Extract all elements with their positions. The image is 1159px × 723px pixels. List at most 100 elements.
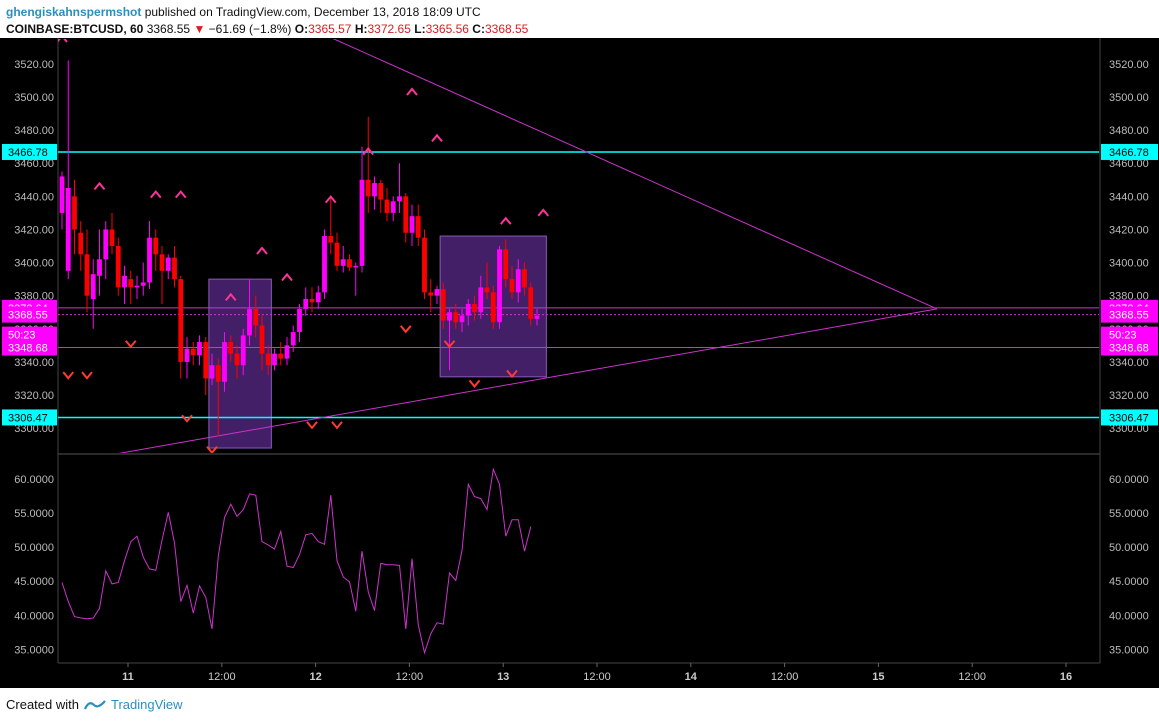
candle-body [428, 292, 434, 296]
candle-body [365, 179, 371, 197]
y-tick-label-left: 3340.00 [14, 357, 54, 369]
candle-body [490, 292, 496, 323]
up-marker [499, 216, 512, 225]
price-label-right-bg [1101, 143, 1158, 160]
candle-body [315, 292, 321, 303]
high-label: H: [354, 22, 368, 36]
candle-body [515, 269, 521, 293]
candle-body [140, 282, 146, 286]
y-tick-label-left: 3500.00 [14, 92, 54, 104]
up-marker [406, 87, 418, 96]
candle-body [334, 242, 340, 266]
candle-body [472, 303, 477, 313]
down-marker [206, 446, 218, 453]
candle-body [103, 229, 109, 260]
price-label-left: 3306.47 [8, 412, 48, 424]
y-tick-label-right: 3480.00 [1109, 125, 1149, 137]
candle-body [197, 342, 202, 356]
candle-body [172, 257, 177, 280]
x-tick-label: 11 [122, 671, 134, 683]
rsi-tick-label-right: 55.0000 [1109, 508, 1149, 520]
candle-body [528, 287, 534, 319]
y-tick-label-right: 3520.00 [1109, 59, 1149, 71]
rsi-tick-label-left: 60.0000 [14, 474, 54, 486]
y-tick-label-right: 3300.00 [1109, 423, 1149, 435]
y-tick-label-right: 3460.00 [1109, 158, 1149, 170]
y-tick-label-left: 3380.00 [14, 291, 54, 303]
up-marker [174, 190, 187, 199]
candle-body [453, 312, 459, 323]
up-marker [431, 133, 443, 143]
y-tick-label-right: 3440.00 [1109, 191, 1149, 203]
up-marker [362, 147, 375, 156]
chart-background [0, 38, 1159, 688]
candle-body [128, 279, 134, 288]
candle-body [322, 236, 327, 293]
down-marker [468, 379, 481, 389]
down-marker [443, 340, 456, 349]
candle-body [159, 254, 165, 271]
candle-body [497, 249, 502, 323]
x-tick-label: 14 [685, 671, 698, 683]
y-tick-label-right: 3340.00 [1109, 357, 1149, 369]
price-label-right-bg [1101, 326, 1158, 343]
x-tick-label: 12:00 [208, 671, 236, 683]
y-tick-label-left: 3480.00 [14, 125, 54, 137]
candle-body [184, 348, 190, 362]
up-marker [149, 190, 162, 199]
up-marker [324, 195, 337, 204]
candle-body [340, 259, 346, 266]
y-tick-label-right: 3500.00 [1109, 92, 1149, 104]
price-label-left: 3348.68 [8, 343, 48, 355]
price-label-right-bg [1101, 409, 1158, 426]
candle-body [509, 279, 515, 293]
price-label-right: 3368.55 [1109, 310, 1149, 322]
symbol-line: COINBASE:BTCUSD, 60 3368.55 ▼ −61.69 (−1… [6, 21, 528, 38]
candle-body [440, 289, 446, 321]
down-marker [306, 421, 318, 430]
close-label: C: [472, 22, 485, 36]
y-tick-label-left: 3460.00 [14, 158, 54, 170]
price-label-left-bg [2, 339, 57, 356]
candle-body [59, 176, 65, 213]
candle-body [215, 365, 221, 382]
candle-body [297, 308, 302, 333]
author-link[interactable]: ghengiskahnspermshot [6, 5, 142, 19]
candles [59, 60, 540, 437]
candle-body [415, 216, 421, 238]
up-marker [58, 39, 68, 43]
rsi-tick-label-right: 40.0000 [1109, 610, 1149, 622]
price-labels: 3466.783466.783372.643372.643368.553368.… [2, 143, 1158, 426]
candle-body [222, 342, 227, 382]
candle-body [303, 298, 309, 309]
candle-body [247, 308, 252, 336]
candle-body [115, 246, 121, 288]
candle-body [478, 287, 484, 313]
y-tick-label-right: 3420.00 [1109, 224, 1149, 236]
candle-body [84, 254, 90, 296]
candle-body [503, 249, 509, 280]
range-box [208, 278, 272, 449]
candle-body [359, 179, 365, 266]
x-tick-label: 16 [1060, 671, 1072, 683]
rsi-tick-label-left: 40.0000 [14, 610, 54, 622]
candle-body [309, 298, 315, 303]
candle-body [378, 183, 384, 200]
up-marker [537, 208, 550, 217]
x-tick-label: 12:00 [583, 671, 611, 683]
candle-body [465, 303, 471, 316]
price-label-right-bg [1101, 339, 1158, 356]
candle-body [259, 325, 265, 354]
candle-body [422, 237, 427, 293]
down-marker [124, 340, 137, 349]
y-tick-label-left: 3520.00 [14, 59, 54, 71]
y-tick-label-right: 3320.00 [1109, 390, 1149, 402]
price-label-right: 3348.68 [1109, 343, 1149, 355]
candle-body [434, 289, 440, 296]
tradingview-brand[interactable]: TradingView [110, 697, 183, 712]
up-marker [224, 292, 237, 301]
candle-body [534, 315, 540, 319]
y-tick-label-left: 3420.00 [14, 224, 54, 236]
candle-body [178, 279, 184, 362]
